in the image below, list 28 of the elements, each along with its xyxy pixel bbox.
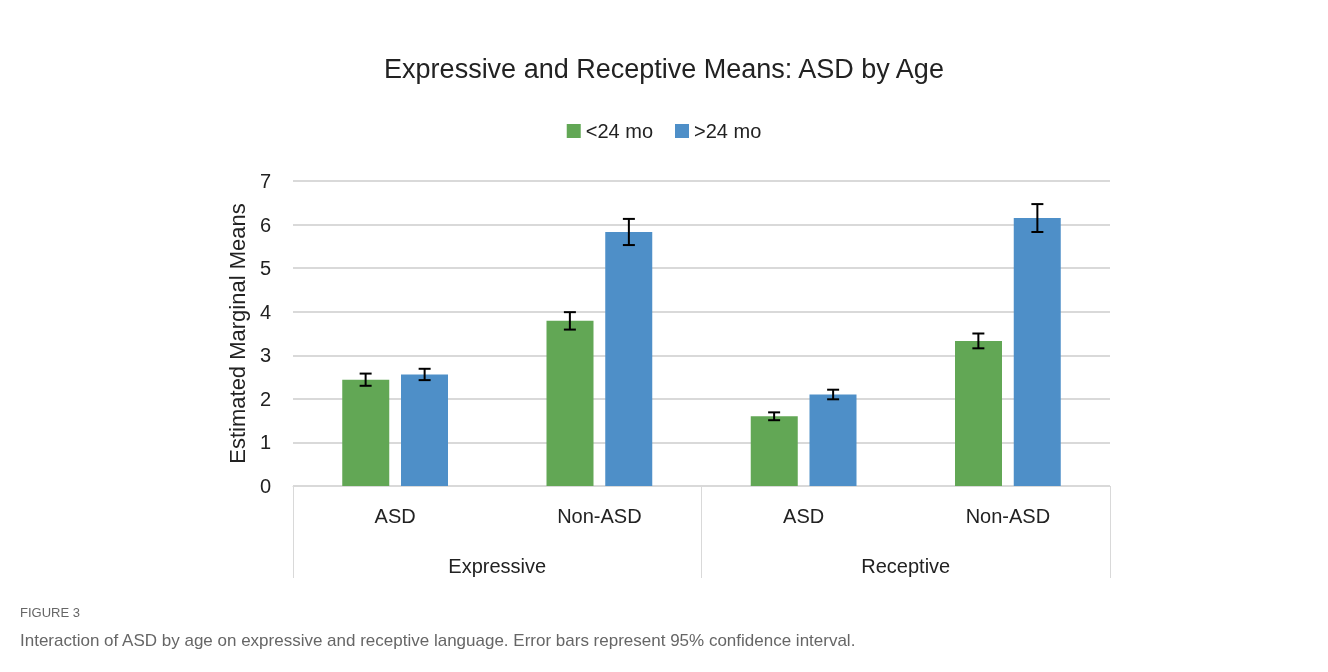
y-tick-label: 2 xyxy=(259,387,271,410)
text: Expressive xyxy=(448,555,547,577)
bar xyxy=(342,379,390,486)
legend-label: <24 mo xyxy=(585,120,653,142)
y-tick-label: 3 xyxy=(259,344,271,367)
x-tick-label: Non-ASD xyxy=(965,505,1051,527)
caption: FIGURE 3 xyxy=(20,605,80,620)
x-tick-label: ASD xyxy=(374,505,416,527)
x-tick-label: ASD xyxy=(783,505,825,527)
y-axis-title: Estimated Marginal Means xyxy=(224,203,250,464)
y-tick-label: 1 xyxy=(259,431,271,454)
legend-label: >24 mo xyxy=(694,120,762,142)
bar xyxy=(1013,218,1061,486)
y-tick-label: 0 xyxy=(259,475,271,497)
y-tick-label: 5 xyxy=(259,257,271,280)
bar xyxy=(401,374,448,486)
bar xyxy=(605,231,653,486)
y-tick-label: 4 xyxy=(259,300,271,323)
bar xyxy=(955,340,1002,486)
text: Interaction of ASD by age on expressive and receptive language. Error bars represent 95% confidence interval. xyxy=(20,631,856,650)
y-tick-label: 6 xyxy=(259,213,271,236)
x-tick-label: Non-ASD xyxy=(557,505,642,527)
bar xyxy=(750,416,798,486)
y-tick-label: 7 xyxy=(259,170,271,192)
bar xyxy=(809,394,857,486)
text: Receptive xyxy=(861,555,951,577)
bar xyxy=(546,320,594,486)
chart-title: Expressive and Receptive Means: ASD by Age xyxy=(384,53,944,84)
